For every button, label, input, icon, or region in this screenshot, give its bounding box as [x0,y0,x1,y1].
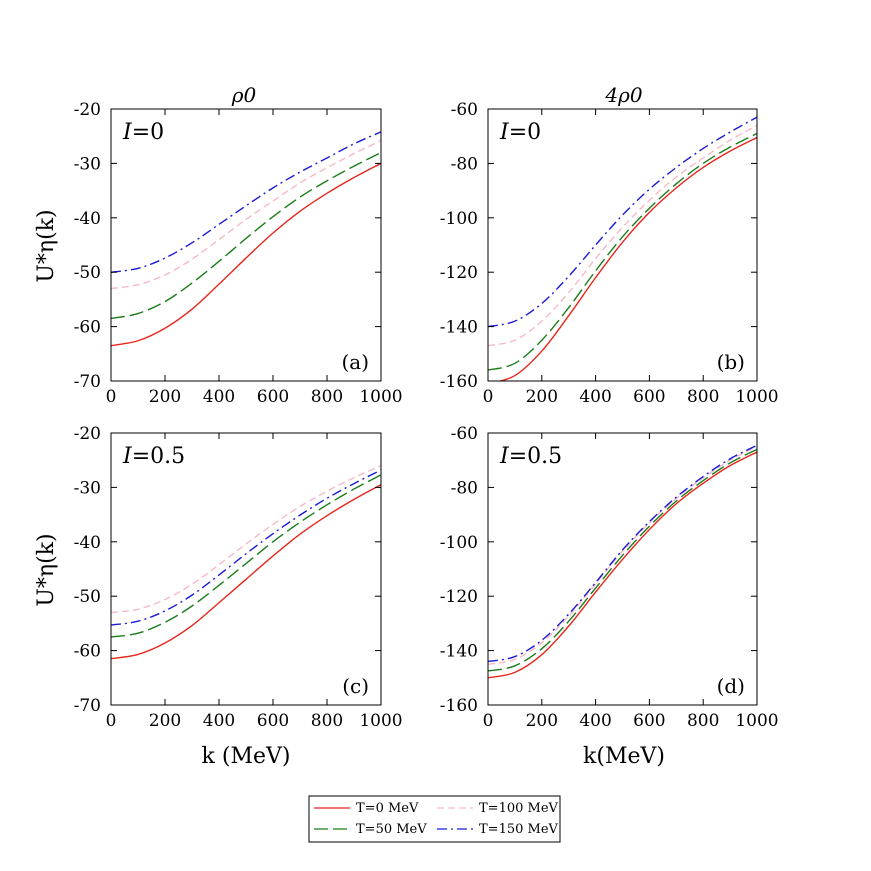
x-tick-label: 1000 [359,711,402,731]
x-tick-label: 1000 [735,711,778,731]
x-tick-label: 600 [633,387,665,407]
y-tick-label: -60 [451,424,478,444]
x-tick-label: 800 [311,711,343,731]
series-line-t-150-mev [488,116,757,328]
y-tick-label: -70 [74,372,101,392]
isospin-annotation: I=0 [122,120,164,145]
x-tick-label: 1000 [735,387,778,407]
y-tick-label: -80 [451,478,478,498]
legend-label-t100: T=100 MeV [479,801,559,816]
series-line-t-150-mev [488,444,757,663]
plot-frame [487,108,758,382]
panel-1: 0 200 400 600 800 1000 -160 -140 -120 -100 -80 -60 I… [440,100,779,407]
y-tick-label: -100 [440,209,478,229]
y-tick-label: -80 [451,154,478,174]
x-tick-label: 400 [579,711,611,731]
x-tick-label: 800 [687,711,719,731]
plot-frame [110,108,382,382]
x-tick-label: 200 [149,711,181,731]
plot-frame [487,432,758,706]
legend: T=0 MeV T=100 MeV T=50 MeV T=150 MeV [308,795,561,843]
column-title-left: ρ0 [231,83,257,107]
series-line-t-0-mev [488,451,757,679]
panel-label: (c) [342,674,369,698]
series-group [488,444,757,679]
y-tick-label: -50 [74,587,101,607]
panel-label: (a) [341,350,369,374]
series-group [488,116,757,381]
x-tick-label: 400 [203,711,235,731]
series-line-t-100-mev [111,139,381,290]
x-axis-title-right: k(MeV) [583,744,665,769]
series-group [111,464,381,660]
y-tick-label: -50 [74,263,101,283]
panel-2: 0 200 400 600 800 1000 -70 -60 -50 -40 -30 -20 I=0.5… [74,424,403,731]
panel-label: (b) [717,350,745,374]
y-tick-label: -30 [74,478,101,498]
y-tick-label: -120 [440,587,478,607]
x-tick-label: 800 [311,387,343,407]
y-tick-label: -40 [74,533,101,553]
x-axis-title-left: k (MeV) [202,744,291,769]
series-line-t-50-mev [111,151,381,320]
x-tick-label: 400 [203,387,235,407]
x-tick-label: 0 [483,387,494,407]
y-tick-label: -40 [74,209,101,229]
x-tick-label: 0 [106,387,117,407]
series-line-t-50-mev [111,474,381,638]
panel-0: 0 200 400 600 800 1000 -70 -60 -50 -40 -30 -20 I=0 (a… [74,100,403,407]
series-line-t-100-mev [111,464,381,614]
series-group [111,131,381,347]
y-tick-label: -160 [440,696,478,716]
x-tick-label: 600 [633,711,665,731]
series-line-t-0-mev [111,162,381,347]
series-line-t-100-mev [488,124,757,347]
y-tick-label: -100 [440,533,478,553]
plot-frame [110,432,382,706]
y-tick-label: -30 [74,154,101,174]
x-tick-label: 800 [687,387,719,407]
x-tick-label: 600 [257,387,289,407]
series-line-t-150-mev [111,131,381,273]
panel-3: 0 200 400 600 800 1000 -160 -140 -120 -100 -80 -60 I… [440,424,779,731]
x-tick-label: 0 [106,711,117,731]
series-line-t-0-mev [111,484,381,660]
y-tick-label: -20 [74,424,101,444]
legend-label-t50: T=50 MeV [356,822,427,837]
x-tick-label: 1000 [359,387,402,407]
legend-box [308,795,561,843]
series-line-t-50-mev [488,132,757,371]
y-tick-label: -160 [440,372,478,392]
panel-label: (d) [717,674,745,698]
y-tick-label: -140 [440,642,478,662]
y-tick-label: -60 [74,318,101,338]
series-line-t-0-mev [497,136,757,381]
series-line-t-50-mev [488,448,757,672]
x-tick-label: 200 [149,387,181,407]
series-line-t-100-mev [488,445,757,665]
isospin-annotation: I=0.5 [122,444,185,469]
legend-label-t150: T=150 MeV [479,822,559,837]
y-tick-label: -140 [440,318,478,338]
series-line-t-150-mev [111,469,381,626]
y-axis-title-top: U*η(k) [34,209,59,282]
panels: 0 200 400 600 800 1000 -70 -60 -50 -40 -30 -20 I=0 (a… [74,100,779,731]
y-tick-label: -60 [74,642,101,662]
x-tick-label: 0 [483,711,494,731]
isospin-annotation: I=0 [499,120,541,145]
legend-label-t0: T=0 MeV [356,801,419,816]
y-axis-title-bottom: U*η(k) [34,533,59,606]
x-tick-label: 200 [526,387,558,407]
x-tick-label: 200 [526,711,558,731]
y-tick-label: -20 [74,100,101,120]
y-tick-label: -120 [440,263,478,283]
y-tick-label: -60 [451,100,478,120]
y-tick-label: -70 [74,696,101,716]
x-tick-label: 600 [257,711,289,731]
x-tick-label: 400 [579,387,611,407]
column-title-right: 4ρ0 [604,83,642,107]
isospin-annotation: I=0.5 [499,444,562,469]
